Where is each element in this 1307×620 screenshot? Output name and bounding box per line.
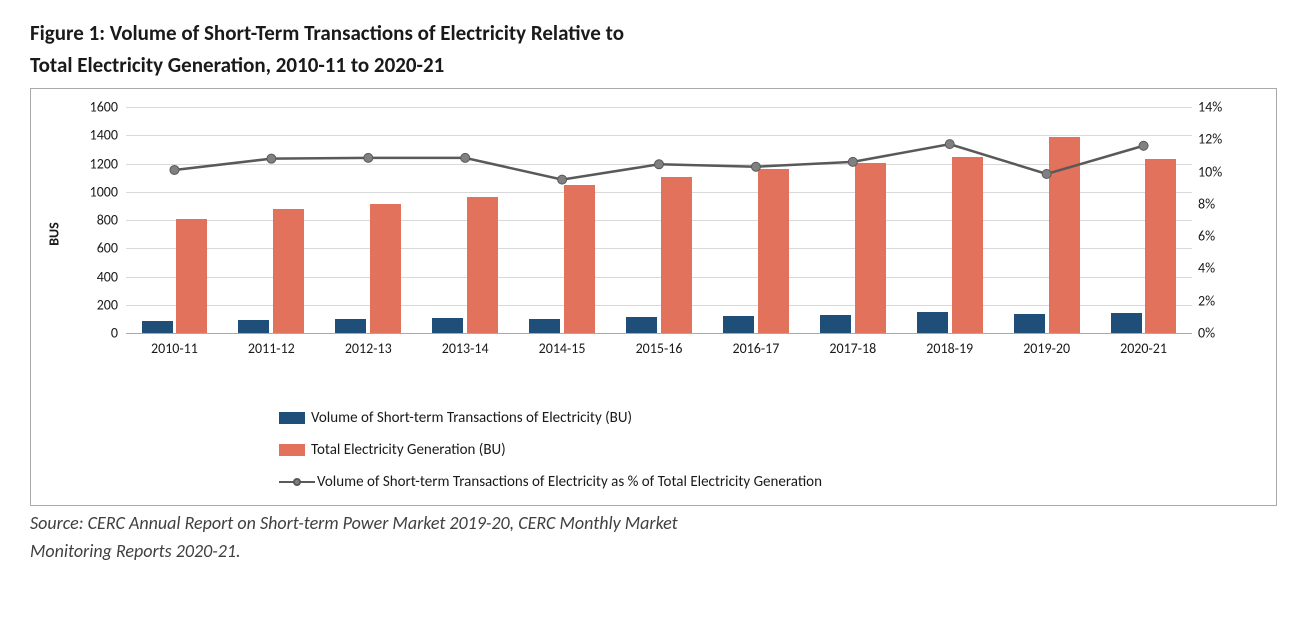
y-left-tick-label: 1000 [74,183,118,200]
y-left-tick-label: 800 [74,212,118,229]
y-axis-left-title: BUS [46,222,63,246]
legend-label-line: Volume of Short-term Transactions of Ele… [317,473,822,491]
gridline [126,333,1192,334]
y-right-tick-label: 12% [1198,131,1246,148]
line-marker [655,160,664,169]
chart-area: BUS 020040060080010001200140016000%2%4%6… [54,99,1254,369]
line-marker [558,175,567,184]
legend-label-bar2: Total Electricity Generation (BU) [311,441,506,459]
line-marker [1139,141,1148,150]
x-tick-label: 2017-18 [829,340,876,357]
legend-label-bar1: Volume of Short-term Transactions of Ele… [311,409,632,427]
line-marker [848,157,857,166]
y-right-tick-label: 8% [1198,195,1246,212]
figure-title-line2: Total Electricity Generation, 2010-11 to… [30,52,1277,78]
x-tick-label: 2011-12 [248,340,295,357]
source-line2: Monitoring Reports 2020-21. [30,540,1277,562]
x-tick-label: 2018-19 [926,340,973,357]
legend-swatch-bar1 [279,412,305,424]
line-marker [751,162,760,171]
y-right-tick-label: 2% [1198,292,1246,309]
legend: Volume of Short-term Transactions of Ele… [279,409,1258,491]
legend-item-bar2: Total Electricity Generation (BU) [279,441,1258,459]
y-right-tick-label: 4% [1198,260,1246,277]
y-right-tick-label: 14% [1198,99,1246,116]
x-tick-label: 2012-13 [345,340,392,357]
y-left-tick-label: 1400 [74,127,118,144]
x-tick-label: 2010-11 [151,340,198,357]
legend-swatch-line [279,476,315,488]
y-right-tick-label: 0% [1198,325,1246,342]
x-tick-label: 2015-16 [636,340,683,357]
legend-item-bar1: Volume of Short-term Transactions of Ele… [279,409,1258,427]
line-marker [1042,169,1051,178]
y-right-tick-label: 6% [1198,228,1246,245]
plot-region: 020040060080010001200140016000%2%4%6%8%1… [126,107,1192,333]
y-left-tick-label: 1200 [74,155,118,172]
line-marker [267,154,276,163]
y-right-tick-label: 10% [1198,163,1246,180]
x-tick-label: 2013-14 [442,340,489,357]
x-tick-label: 2019-20 [1023,340,1070,357]
figure-title-line1: Figure 1: Volume of Short-Term Transacti… [30,20,1277,46]
line-marker [170,165,179,174]
line-marker [461,153,470,162]
legend-item-line: Volume of Short-term Transactions of Ele… [279,473,1258,491]
chart-frame: BUS 020040060080010001200140016000%2%4%6… [30,88,1277,506]
x-tick-label: 2016-17 [732,340,779,357]
legend-swatch-bar2 [279,444,305,456]
y-left-tick-label: 1600 [74,99,118,116]
source-line1: Source: CERC Annual Report on Short-term… [30,512,1277,534]
x-tick-label: 2014-15 [539,340,586,357]
line-marker [364,153,373,162]
line-series-svg [126,107,1192,333]
y-left-tick-label: 200 [74,296,118,313]
x-tick-label: 2020-21 [1120,340,1167,357]
y-left-tick-label: 400 [74,268,118,285]
y-left-tick-label: 0 [74,325,118,342]
y-left-tick-label: 600 [74,240,118,257]
line-marker [945,140,954,149]
